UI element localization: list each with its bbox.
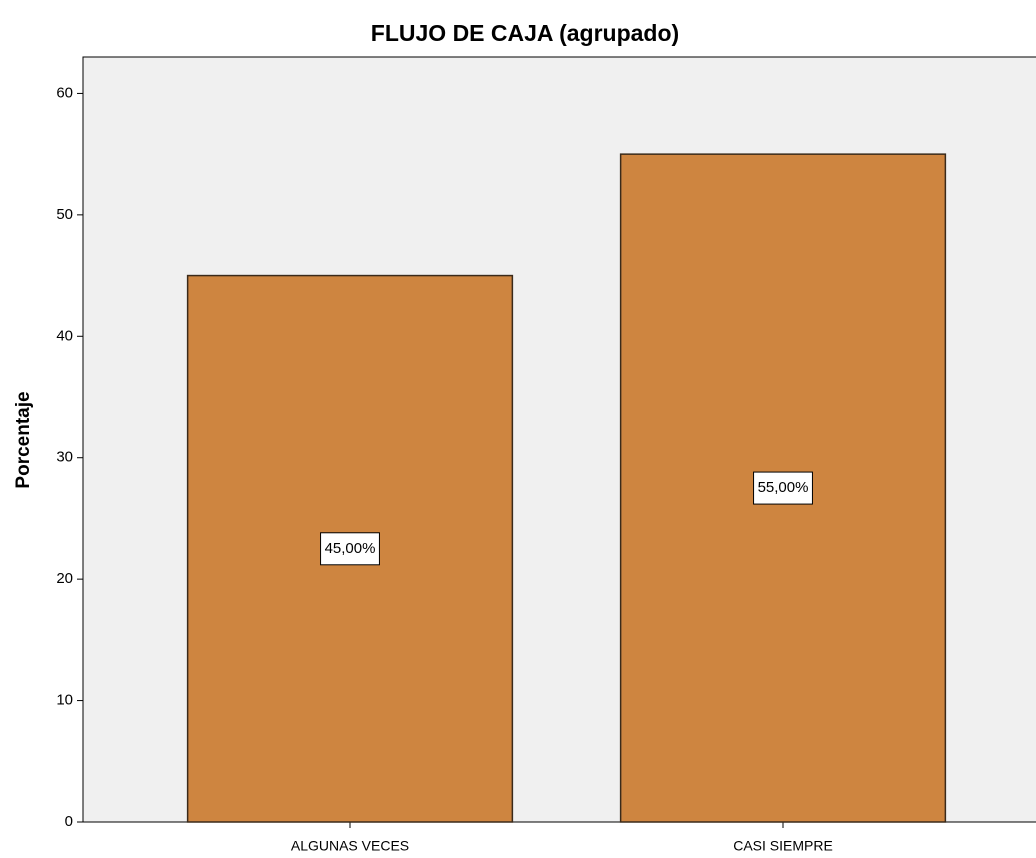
y-tick-label: 0	[65, 813, 73, 830]
y-tick-label: 40	[56, 327, 73, 344]
y-tick-label: 20	[56, 570, 73, 587]
x-tick-label: CASI SIEMPRE	[733, 838, 833, 854]
y-tick-label: 30	[56, 449, 73, 466]
x-tick-label: ALGUNAS VECES	[291, 838, 409, 854]
value-label: 45,00%	[325, 540, 376, 557]
y-tick-label: 50	[56, 206, 73, 223]
value-label-box	[320, 532, 380, 566]
y-tick-label: 60	[56, 84, 73, 101]
chart-title: FLUJO DE CAJA (agrupado)	[371, 20, 679, 46]
value-label-box	[753, 471, 813, 505]
y-axis-label: Porcentaje	[13, 391, 34, 488]
y-tick-label: 10	[56, 692, 73, 709]
value-label: 55,00%	[758, 479, 809, 496]
